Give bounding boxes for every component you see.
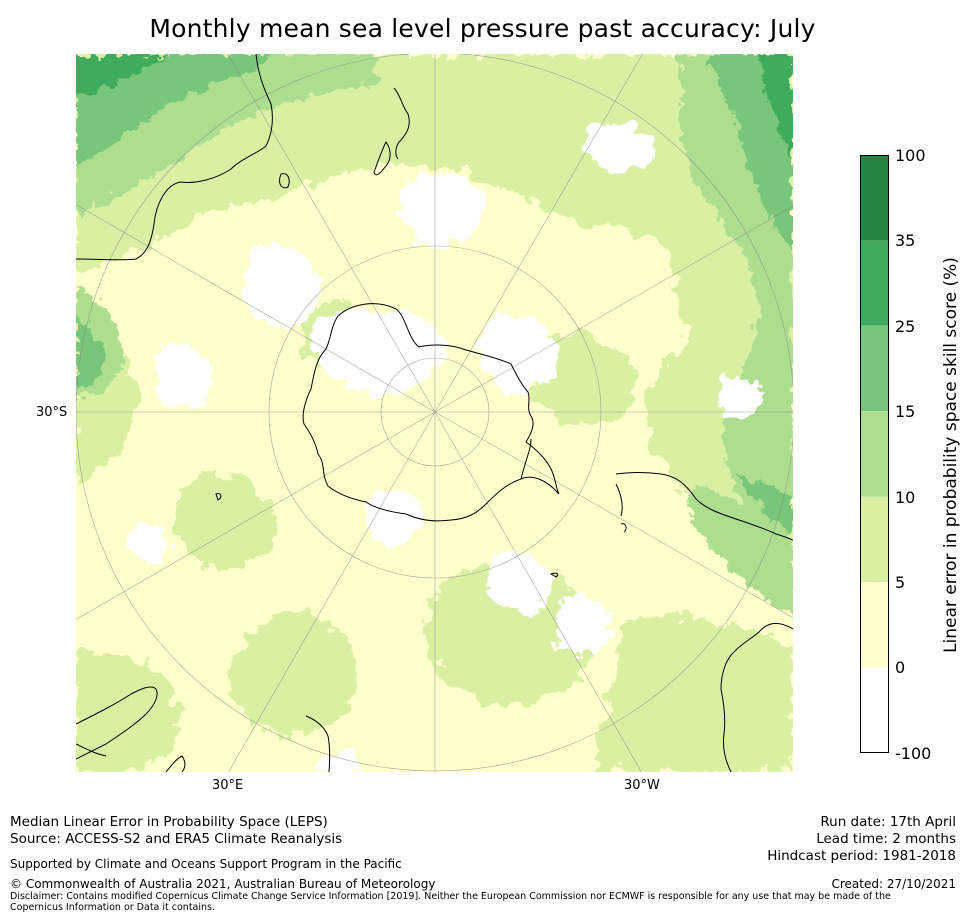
band-negative xyxy=(130,121,762,772)
footer-hindcast: Hindcast period: 1981-2018 xyxy=(767,848,956,864)
cbar-band-0-5 xyxy=(860,582,889,668)
cbar-band-25-35 xyxy=(860,240,889,326)
south-america-coast xyxy=(615,472,793,541)
cbar-band-15-25 xyxy=(860,325,889,412)
cbar-tick-neg100: -100 xyxy=(895,744,932,763)
cbar-band-10-15 xyxy=(860,411,889,497)
footer-lead-time: Lead time: 2 months xyxy=(816,831,956,847)
cbar-tick-10: 10 xyxy=(895,488,916,507)
footer-copyright: © Commonwealth of Australia 2021, Austra… xyxy=(10,877,436,891)
graticule xyxy=(76,54,793,772)
cbar-tick-35: 35 xyxy=(895,231,916,250)
colorbar xyxy=(860,155,889,753)
coastlines xyxy=(76,54,793,772)
map-title: Monthly mean sea level pressure past acc… xyxy=(149,14,816,43)
lon-label-30e: 30°E xyxy=(212,778,244,793)
band-5-10 xyxy=(76,54,793,772)
cbar-band-35-100 xyxy=(860,155,889,241)
cbar-tick-25: 25 xyxy=(895,317,916,336)
cbar-tick-5: 5 xyxy=(895,573,906,592)
footer-disclaimer: Disclaimer: Contains modified Copernicus… xyxy=(10,891,891,913)
cbar-band-neg xyxy=(860,667,889,753)
footer-created: Created: 27/10/2021 xyxy=(831,877,956,891)
cbar-tick-0: 0 xyxy=(895,658,906,677)
cbar-tick-15: 15 xyxy=(895,402,916,421)
cbar-tick-100: 100 xyxy=(895,146,926,165)
band-25-35 xyxy=(76,54,793,164)
skill-score-map xyxy=(76,54,793,772)
footer-run-date: Run date: 17th April xyxy=(820,814,956,830)
lat-label-30s: 30°S xyxy=(36,405,68,420)
cbar-band-5-10 xyxy=(860,496,889,582)
footer-leps: Median Linear Error in Probability Space… xyxy=(10,814,328,830)
footer-support: Supported by Climate and Oceans Support … xyxy=(10,857,402,871)
africa-coast xyxy=(76,686,158,760)
australia-coast xyxy=(76,54,273,261)
lon-label-30w: 30°W xyxy=(624,778,660,793)
new-zealand-coast xyxy=(393,87,410,160)
footer-source: Source: ACCESS-S2 and ERA5 Climate Reana… xyxy=(10,831,343,847)
colorbar-label: Linear error in probability space skill … xyxy=(941,257,961,653)
